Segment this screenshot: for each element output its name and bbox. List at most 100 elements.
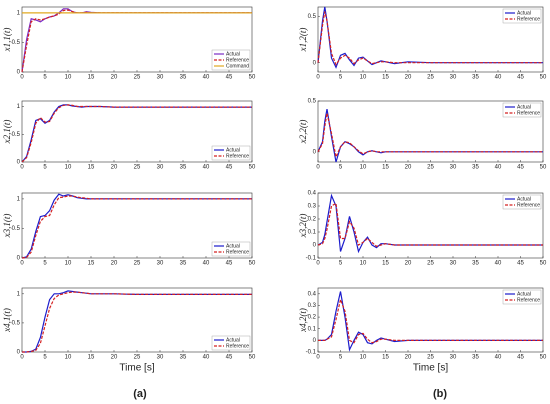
y-tick-label: 0.1 <box>308 230 317 236</box>
x-tick-label: 40 <box>203 75 210 81</box>
x-tick-label: 20 <box>405 165 412 171</box>
x-tick-label: 25 <box>134 355 141 361</box>
legend-label: Reference <box>226 249 249 255</box>
data-line <box>317 11 543 66</box>
y-tick-label: 0 <box>17 70 21 76</box>
y-axis-label: x4,1(t) <box>2 308 12 333</box>
x-tick-label: 15 <box>382 355 389 361</box>
x-tick-label: 15 <box>88 355 95 361</box>
x-tick-label: 10 <box>65 261 72 267</box>
x-tick-label: 10 <box>65 355 72 361</box>
data-line <box>317 202 543 247</box>
legend-label: Actual <box>517 10 531 16</box>
x-tick-label: 35 <box>472 75 479 81</box>
x-tick-label: 40 <box>495 75 502 81</box>
legend-label: Actual <box>226 243 240 249</box>
legend-label: Reference <box>226 153 249 159</box>
y-tick-label: 0.5 <box>12 320 21 326</box>
x-tick-label: 0 <box>20 355 24 361</box>
legend-label: Actual <box>226 147 240 153</box>
x-tick-label: 30 <box>157 261 164 267</box>
x-axis-label: Time [s] <box>119 363 154 374</box>
x-tick-label: 35 <box>180 165 187 171</box>
x-tick-label: 45 <box>517 75 524 81</box>
x-tick-label: 30 <box>450 165 457 171</box>
x-tick-label: 20 <box>111 165 118 171</box>
y-tick-label: 0.1 <box>308 326 317 332</box>
x-tick-label: 10 <box>360 75 367 81</box>
x-tick-label: 5 <box>339 355 343 361</box>
y-tick-label: 0.3 <box>308 303 317 309</box>
x-tick-label: 5 <box>339 261 343 267</box>
y-tick-label: -0.1 <box>306 256 317 262</box>
x-tick-label: 15 <box>382 75 389 81</box>
x-tick-label: 50 <box>249 165 256 171</box>
y-tick-label: 0 <box>313 338 317 344</box>
x-tick-label: 40 <box>495 165 502 171</box>
legend-box <box>211 49 251 71</box>
x-tick-label: 0 <box>20 261 24 267</box>
x-tick-label: 40 <box>495 261 502 267</box>
x-tick-label: 50 <box>540 165 547 171</box>
x-tick-label: 35 <box>180 75 187 81</box>
x-tick-label: 15 <box>382 261 389 267</box>
y-tick-label: 1 <box>17 104 21 110</box>
x-tick-label: 25 <box>427 165 434 171</box>
y-tick-label: 0 <box>313 149 317 155</box>
x-tick-label: 5 <box>43 355 47 361</box>
x-tick-label: 50 <box>540 75 547 81</box>
y-tick-label: 0.5 <box>12 226 21 232</box>
x-tick-label: 30 <box>157 165 164 171</box>
y-tick-label: 0 <box>313 243 317 249</box>
y-tick-label: 1 <box>17 196 21 202</box>
x-tick-label: 10 <box>360 355 367 361</box>
x-tick-label: 25 <box>134 261 141 267</box>
data-line <box>22 291 252 353</box>
y-tick-label: 0.5 <box>308 99 317 105</box>
legend-label: Reference <box>226 57 249 63</box>
x-tick-label: 0 <box>316 261 320 267</box>
x-tick-label: 20 <box>111 75 118 81</box>
x-tick-label: 40 <box>495 355 502 361</box>
x-tick-label: 20 <box>405 261 412 267</box>
x-tick-label: 45 <box>226 75 233 81</box>
data-line <box>318 297 543 344</box>
x-tick-label: 5 <box>339 165 343 171</box>
x-tick-label: 45 <box>226 261 233 267</box>
x-tick-label: 0 <box>20 75 24 81</box>
y-axis-label: x3,1(t) <box>2 214 12 239</box>
y-axis-label: x2,1(t) <box>2 120 12 145</box>
y-axis-label: x1,2(t) <box>298 28 308 53</box>
x-tick-label: 15 <box>88 165 95 171</box>
x-tick-label: 5 <box>43 165 47 171</box>
legend-label: Actual <box>226 51 240 57</box>
data-line <box>317 113 543 159</box>
x-tick-label: 10 <box>65 75 72 81</box>
y-tick-label: 0.3 <box>308 204 317 210</box>
y-tick-label: 0.5 <box>12 132 21 138</box>
data-line <box>21 104 252 163</box>
caption: (b) <box>433 388 447 400</box>
x-tick-label: 40 <box>203 355 210 361</box>
x-tick-label: 10 <box>360 165 367 171</box>
x-tick-label: 35 <box>472 355 479 361</box>
x-tick-label: 25 <box>427 355 434 361</box>
legend-label: Command <box>226 63 249 69</box>
y-tick-label: 0 <box>313 60 317 66</box>
x-tick-label: 20 <box>405 355 412 361</box>
y-tick-label: 0 <box>17 160 21 166</box>
y-tick-label: 0.2 <box>308 217 317 223</box>
x-tick-label: 35 <box>180 355 187 361</box>
x-tick-label: 40 <box>203 261 210 267</box>
y-tick-label: 0.2 <box>308 315 317 321</box>
x-tick-label: 50 <box>540 261 547 267</box>
x-tick-label: 25 <box>427 261 434 267</box>
y-tick-label: 0.4 <box>308 291 317 297</box>
legend-label: Reference <box>517 110 540 116</box>
legend-label: Reference <box>517 297 540 303</box>
legend-label: Actual <box>517 104 531 110</box>
y-axis-label: x2,2(t) <box>298 120 308 145</box>
legend-label: Reference <box>226 343 249 349</box>
y-tick-label: 0.5 <box>308 14 317 20</box>
